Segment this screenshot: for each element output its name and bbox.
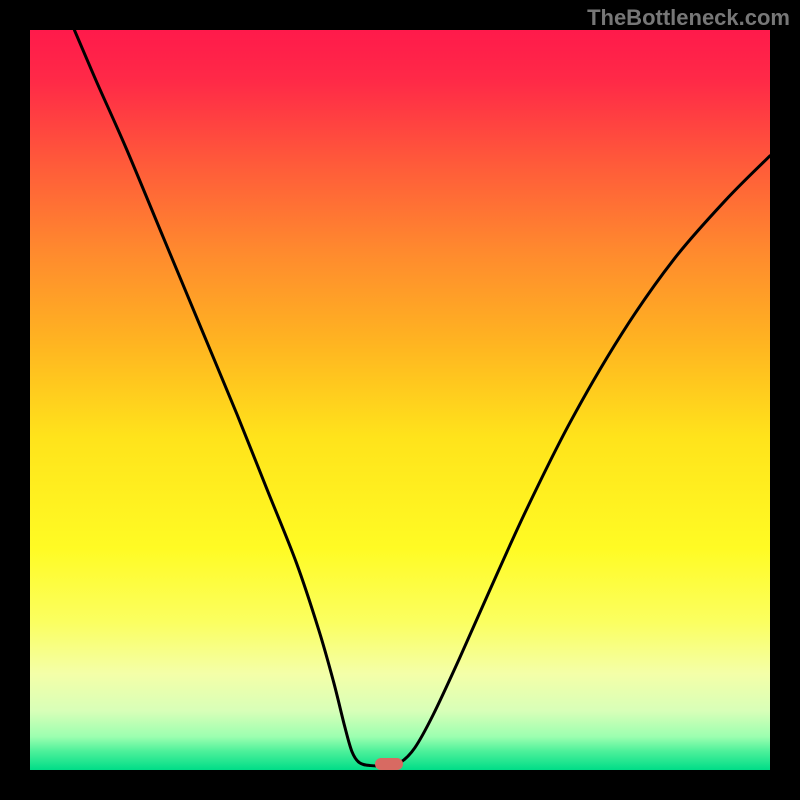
attribution-label: TheBottleneck.com [587, 5, 790, 31]
bottleneck-curve-path [74, 30, 770, 766]
bottleneck-curve [30, 30, 770, 770]
optimal-point-marker [375, 758, 403, 770]
plot-area [30, 30, 770, 770]
image-container: TheBottleneck.com [0, 0, 800, 800]
